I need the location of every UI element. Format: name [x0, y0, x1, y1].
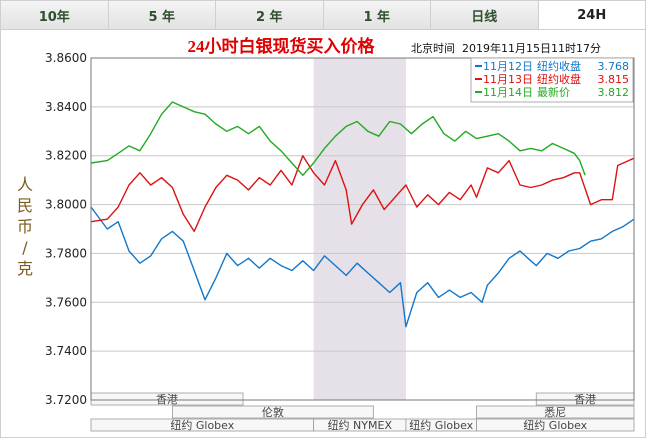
market-session-label: 伦敦: [262, 405, 284, 419]
y-tick-label: 3.8000: [45, 198, 87, 212]
y-axis-label: 人民币 / 克: [17, 175, 33, 278]
tab-5-year[interactable]: 5 年: [108, 1, 216, 29]
legend-series-value: 3.812: [598, 86, 630, 99]
tab-24h[interactable]: 24H: [538, 1, 645, 29]
y-axis-label-char: /: [22, 238, 28, 257]
series-line-3: [90, 101, 586, 176]
legend-series-label: 纽约收盘: [537, 72, 581, 86]
y-axis-label-char: 人: [17, 175, 33, 194]
y-axis-label-char: 克: [17, 259, 33, 278]
legend-series-label: 纽约收盘: [537, 59, 581, 73]
series-line-2: [90, 155, 635, 233]
market-session-bar: [476, 405, 635, 419]
nymex-session-shade: [313, 58, 406, 400]
y-axis-label-char: 民: [17, 196, 33, 215]
tab-2-year[interactable]: 2 年: [216, 1, 324, 29]
plot-area-border: [90, 57, 635, 401]
legend-series-name: 11月13日: [483, 73, 533, 86]
silver-price-chart: 3.8600 3.8400 3.8200 3.8000 3.7800 3.7600 3.74…: [17, 36, 635, 432]
market-session-label: 纽约 Globex: [409, 418, 473, 432]
legend-box: [470, 57, 634, 103]
market-session-label: 纽约 Globex: [170, 418, 234, 432]
y-tick-label: 3.8200: [45, 149, 87, 163]
series-line-1: [90, 206, 635, 328]
legend-series-value: 3.768: [598, 60, 630, 73]
tab-10-year[interactable]: 10年: [1, 1, 109, 29]
chart-timestamp: 北京时间 2019年11月15日11时17分: [411, 41, 601, 55]
legend-series-name: 11月12日: [483, 60, 533, 73]
y-axis-label-char: 币: [17, 217, 33, 236]
legend-series-name: 11月14日: [483, 86, 533, 99]
legend-series-label: 最新价: [537, 85, 570, 99]
chart-frame: 3.8600 3.8400 3.8200 3.8000 3.7800 3.7600 3.74…: [0, 30, 646, 438]
tab-daily[interactable]: 日线: [431, 1, 539, 29]
y-tick-label: 3.8600: [45, 51, 87, 65]
y-tick-label: 3.7400: [45, 344, 87, 358]
tab-1-year[interactable]: 1 年: [323, 1, 431, 29]
period-tab-bar: 10年 5 年 2 年 1 年 日线 24H: [0, 0, 646, 30]
legend-series-value: 3.815: [598, 73, 630, 86]
market-session-label: 纽约 NYMEX: [328, 418, 393, 432]
y-tick-label: 3.7600: [45, 295, 87, 309]
market-session-bar: [172, 405, 374, 419]
chart-title: 24小时白银现货买入价格: [188, 36, 376, 56]
market-session-bar: [476, 418, 635, 432]
y-tick-label: 3.8400: [45, 100, 87, 114]
market-session-label: 纽约 Globex: [523, 418, 587, 432]
market-session-label: 悉尼: [544, 406, 566, 419]
y-tick-label: 3.7200: [45, 393, 87, 407]
y-tick-label: 3.7800: [45, 246, 87, 260]
